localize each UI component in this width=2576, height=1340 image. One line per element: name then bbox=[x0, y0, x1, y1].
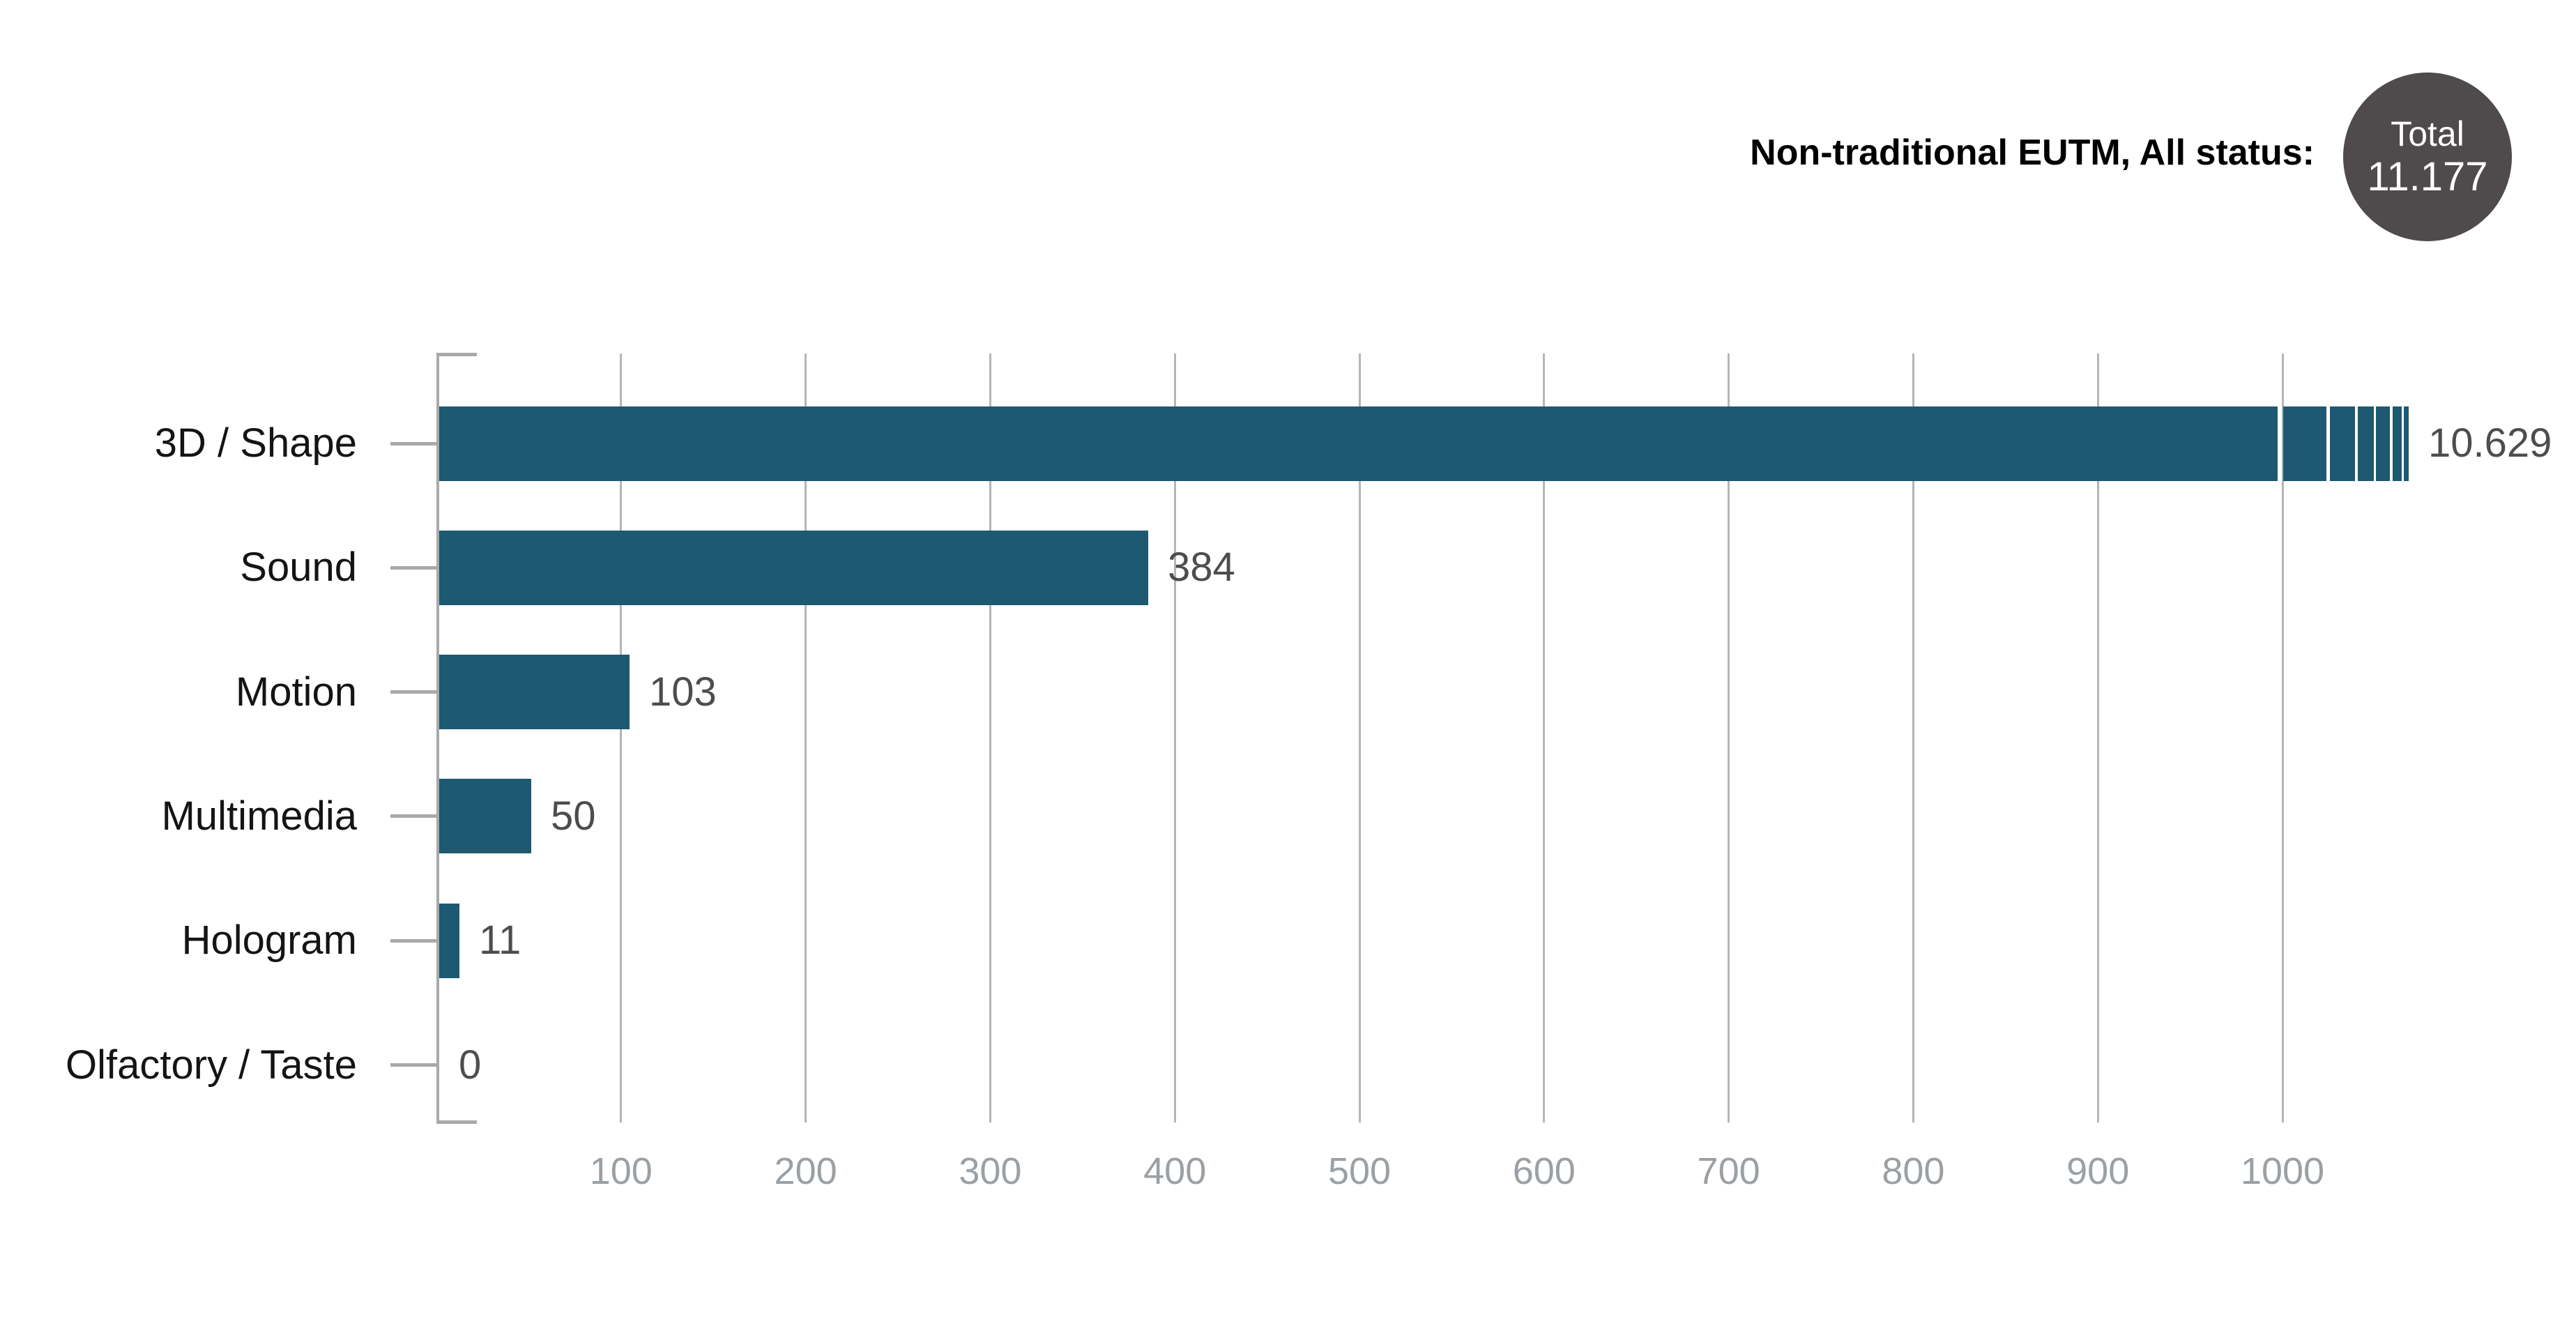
gridline-500 bbox=[1358, 353, 1361, 1122]
x-tick-label-900: 900 bbox=[2066, 1150, 2130, 1192]
category-label-hologram: Hologram bbox=[181, 918, 357, 964]
gridline-800 bbox=[1912, 353, 1914, 1122]
chart-title: Non-traditional EUTM, All status: bbox=[1750, 132, 2315, 173]
gridline-600 bbox=[1543, 353, 1546, 1122]
category-tick-hologram bbox=[390, 938, 436, 943]
category-tick-3d-shape bbox=[390, 441, 436, 446]
x-tick-label-100: 100 bbox=[589, 1150, 653, 1192]
value-label-multimedia: 50 bbox=[551, 793, 596, 839]
x-tick-label-1000: 1000 bbox=[2240, 1150, 2325, 1192]
gridline-1000 bbox=[2281, 353, 2284, 1122]
bar-hologram bbox=[439, 903, 459, 978]
bar-break-segment-3d-shape bbox=[2376, 406, 2390, 481]
gridline-100 bbox=[620, 353, 623, 1122]
gridline-400 bbox=[1173, 353, 1176, 1122]
x-tick-label-300: 300 bbox=[959, 1150, 1022, 1192]
x-tick-label-700: 700 bbox=[1697, 1150, 1760, 1192]
bar-3d-shape bbox=[439, 406, 2409, 481]
x-axis-tick-labels: 100 200 300 400 500 600 700 800 900 1000 bbox=[436, 1147, 2458, 1203]
category-tick-sound bbox=[390, 565, 436, 570]
category-tick-olfactory-taste bbox=[390, 1063, 436, 1067]
value-label-hologram: 11 bbox=[479, 918, 521, 964]
bar-main-segment-3d-shape bbox=[439, 406, 2278, 481]
x-tick-label-800: 800 bbox=[1882, 1150, 1945, 1192]
total-badge-label: Total bbox=[2391, 114, 2464, 153]
value-label-motion: 103 bbox=[649, 669, 717, 715]
gridline-300 bbox=[989, 353, 991, 1122]
x-tick-label-600: 600 bbox=[1512, 1150, 1576, 1192]
category-tick-motion bbox=[390, 690, 436, 694]
plot-area: 10.629 384 103 50 11 0 bbox=[390, 353, 2552, 1124]
category-label-olfactory-taste: Olfactory / Taste bbox=[66, 1042, 357, 1088]
category-label-sound: Sound bbox=[240, 545, 357, 591]
bar-sound bbox=[439, 530, 1148, 605]
total-badge-value: 11.177 bbox=[2367, 154, 2488, 199]
axis-bottom-tick bbox=[436, 1120, 477, 1124]
category-label-motion: Motion bbox=[235, 669, 357, 715]
category-label-multimedia: Multimedia bbox=[161, 793, 357, 839]
gridline-200 bbox=[805, 353, 807, 1122]
bar-break-segment-3d-shape bbox=[2404, 406, 2409, 481]
x-tick-label-500: 500 bbox=[1327, 1150, 1392, 1192]
bar-break-segment-3d-shape bbox=[2330, 406, 2355, 481]
value-label-olfactory-taste: 0 bbox=[459, 1042, 482, 1088]
x-tick-label-200: 200 bbox=[774, 1150, 837, 1192]
y-axis-line bbox=[436, 353, 439, 1122]
bar-motion bbox=[439, 655, 630, 730]
gridline-900 bbox=[2096, 353, 2099, 1122]
total-badge: Total 11.177 bbox=[2343, 73, 2512, 241]
category-label-3d-shape: 3D / Shape bbox=[154, 420, 357, 466]
bar-break-gap-3d-shape bbox=[2278, 406, 2283, 481]
category-tick-multimedia bbox=[390, 814, 436, 819]
axis-top-tick bbox=[436, 353, 477, 356]
bar-multimedia bbox=[439, 779, 531, 854]
bar-break-segment-3d-shape bbox=[2393, 406, 2402, 481]
value-label-sound: 384 bbox=[1168, 545, 1235, 591]
gridline-700 bbox=[1728, 353, 1730, 1122]
bar-break-segment-3d-shape bbox=[2358, 406, 2374, 481]
bar-break-segment-3d-shape bbox=[2283, 406, 2326, 481]
x-tick-label-400: 400 bbox=[1143, 1150, 1207, 1192]
value-label-3d-shape: 10.629 bbox=[2428, 420, 2552, 466]
